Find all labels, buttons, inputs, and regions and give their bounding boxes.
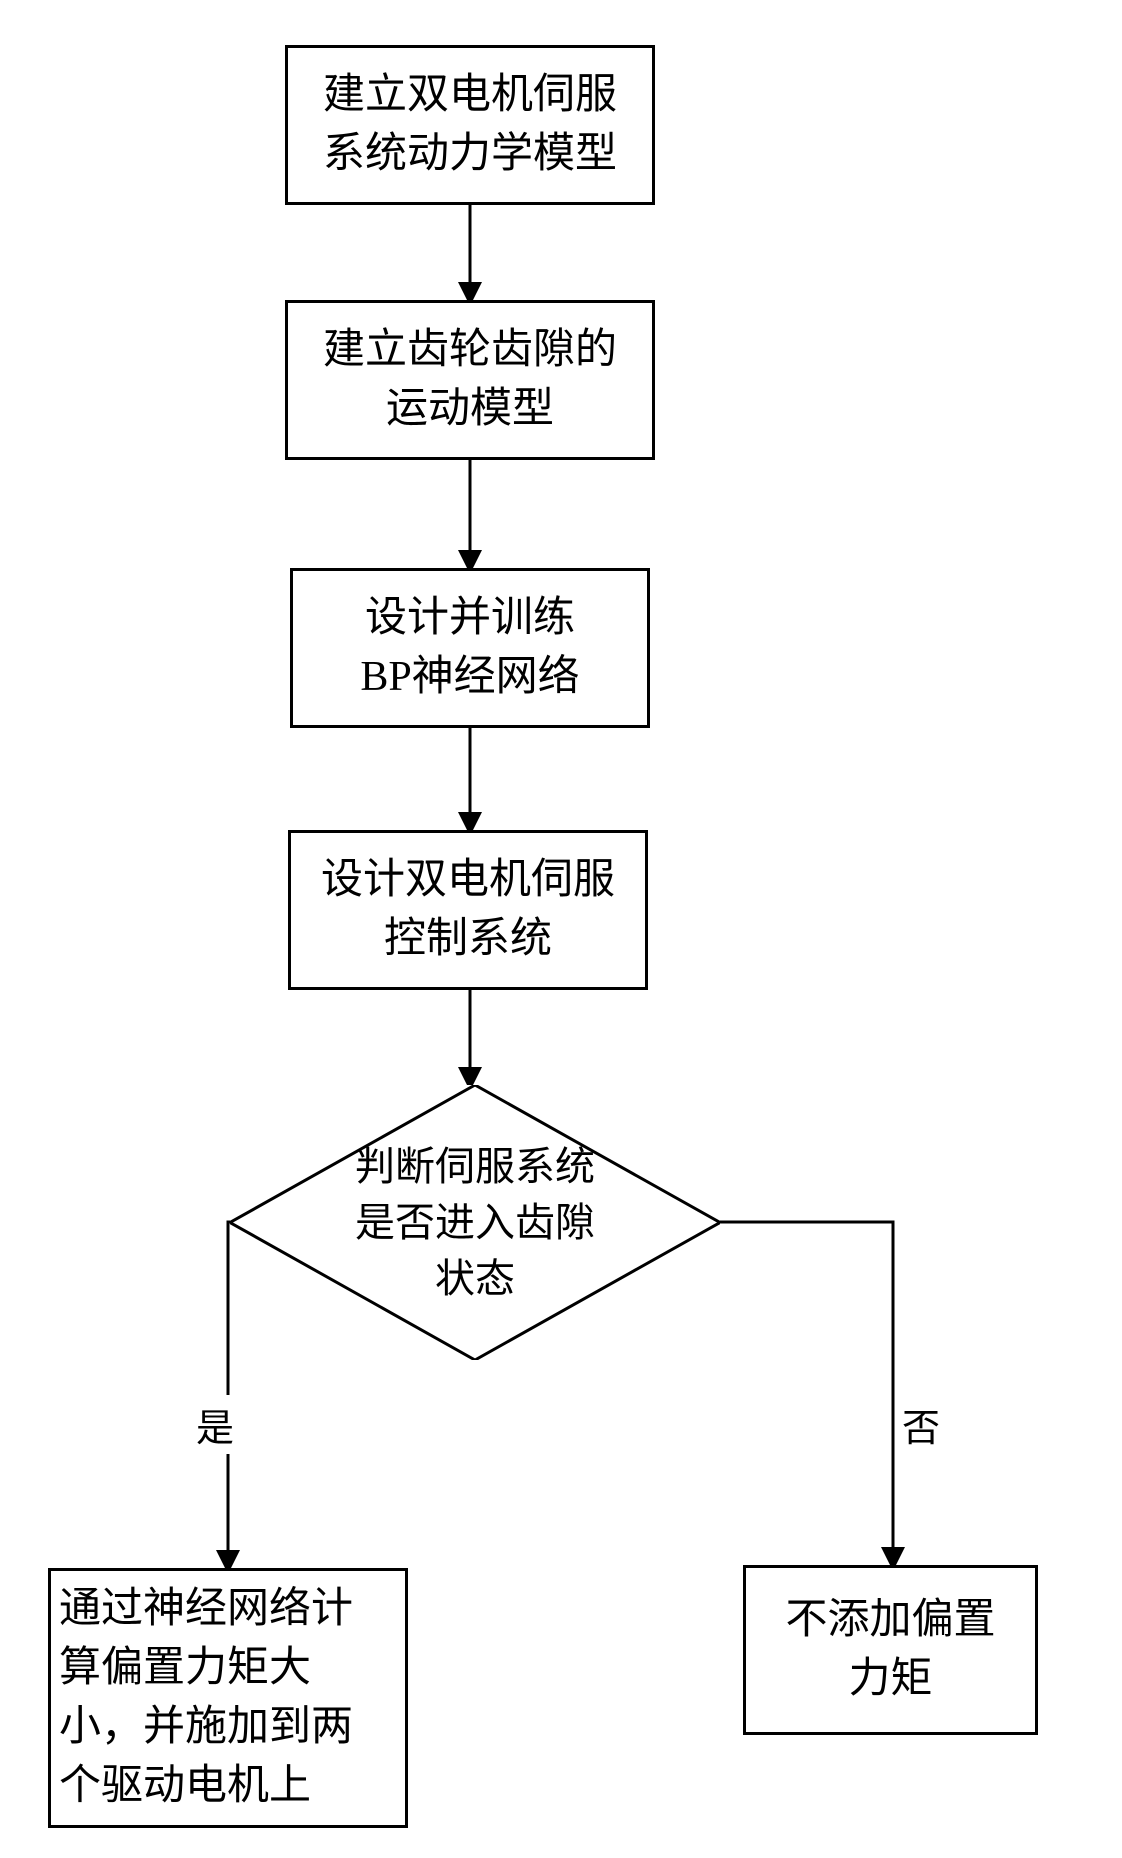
flow-node-n3: 设计并训练 BP神经网络 — [290, 568, 650, 728]
flow-node-n1: 建立双电机伺服 系统动力学模型 — [285, 45, 655, 205]
edge-label-n5-n7: 否 — [900, 1395, 942, 1454]
flow-node-n7: 不添加偏置 力矩 — [743, 1565, 1038, 1735]
flow-node-text: 不添加偏置 力矩 — [785, 1591, 995, 1709]
flow-node-n4: 设计双电机伺服 控制系统 — [288, 830, 648, 990]
flow-node-n2: 建立齿轮齿隙的 运动模型 — [285, 300, 655, 460]
flow-edge-n5-n7 — [720, 1222, 893, 1565]
flow-decision-n5: 判断伺服系统 是否进入齿隙状态 — [230, 1085, 720, 1360]
flowchart-container: 建立双电机伺服 系统动力学模型建立齿轮齿隙的 运动模型设计并训练 BP神经网络设… — [0, 0, 1122, 1858]
edge-label-n5-n6: 是 — [194, 1395, 236, 1454]
flow-node-text: 通过神经网络计 算偏置力矩大 小，并施加到两 个驱动电机上 — [59, 1580, 397, 1815]
flow-decision-text: 判断伺服系统 是否进入齿隙状态 — [353, 1139, 598, 1307]
flow-node-text: 建立齿轮齿隙的 运动模型 — [323, 321, 617, 439]
flow-node-text: 设计双电机伺服 控制系统 — [321, 851, 615, 969]
flow-node-text: 建立双电机伺服 系统动力学模型 — [323, 66, 617, 184]
flow-node-text: 设计并训练 BP神经网络 — [360, 589, 579, 707]
flow-node-n6: 通过神经网络计 算偏置力矩大 小，并施加到两 个驱动电机上 — [48, 1568, 408, 1828]
